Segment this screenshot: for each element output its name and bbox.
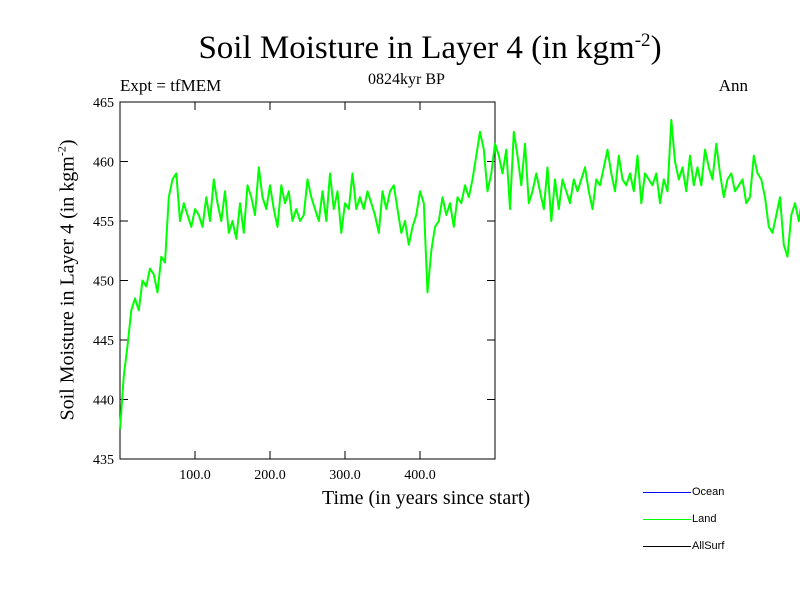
plot-frame [119,101,496,460]
y-tick-label: 435 [93,453,114,468]
y-tick-label: 450 [93,275,114,290]
series-layer [119,118,800,430]
legend-label-allsurf: AllSurf [692,540,725,552]
legend-line-land [643,519,691,520]
y-tick-label: 445 [93,334,114,349]
legend-line-allsurf [643,546,691,547]
y-tick-label: 455 [93,215,114,230]
series-line-land [119,118,800,430]
y-axis-label: Soil Moisture in Layer 4 (in kgm-2) [54,139,79,421]
x-axis-label: Time (in years since start) [322,487,531,509]
chart-title: Soil Moisture in Layer 4 (in kgm-2) [198,30,662,66]
x-tick-label: 300.0 [329,468,361,483]
x-tick-label: 100.0 [179,468,211,483]
legend-line-ocean [643,492,691,493]
x-tick-label: 400.0 [404,468,436,483]
legend-label-ocean: Ocean [692,486,725,498]
y-tick-group: 435 440 445 450 455 460 465 [93,96,495,468]
x-tick-label: 200.0 [254,468,286,483]
legend-label-land: Land [692,513,717,525]
y-tick-label: 465 [93,96,114,111]
chart-subtitle: 0824kyr BP [368,71,445,88]
x-tick-group: 100.0 200.0 300.0 400.0 [179,102,436,483]
experiment-label: Expt = tfMEM [120,76,222,95]
y-tick-label: 440 [93,394,114,409]
season-label: Ann [718,76,748,95]
y-tick-label: 460 [93,156,114,171]
